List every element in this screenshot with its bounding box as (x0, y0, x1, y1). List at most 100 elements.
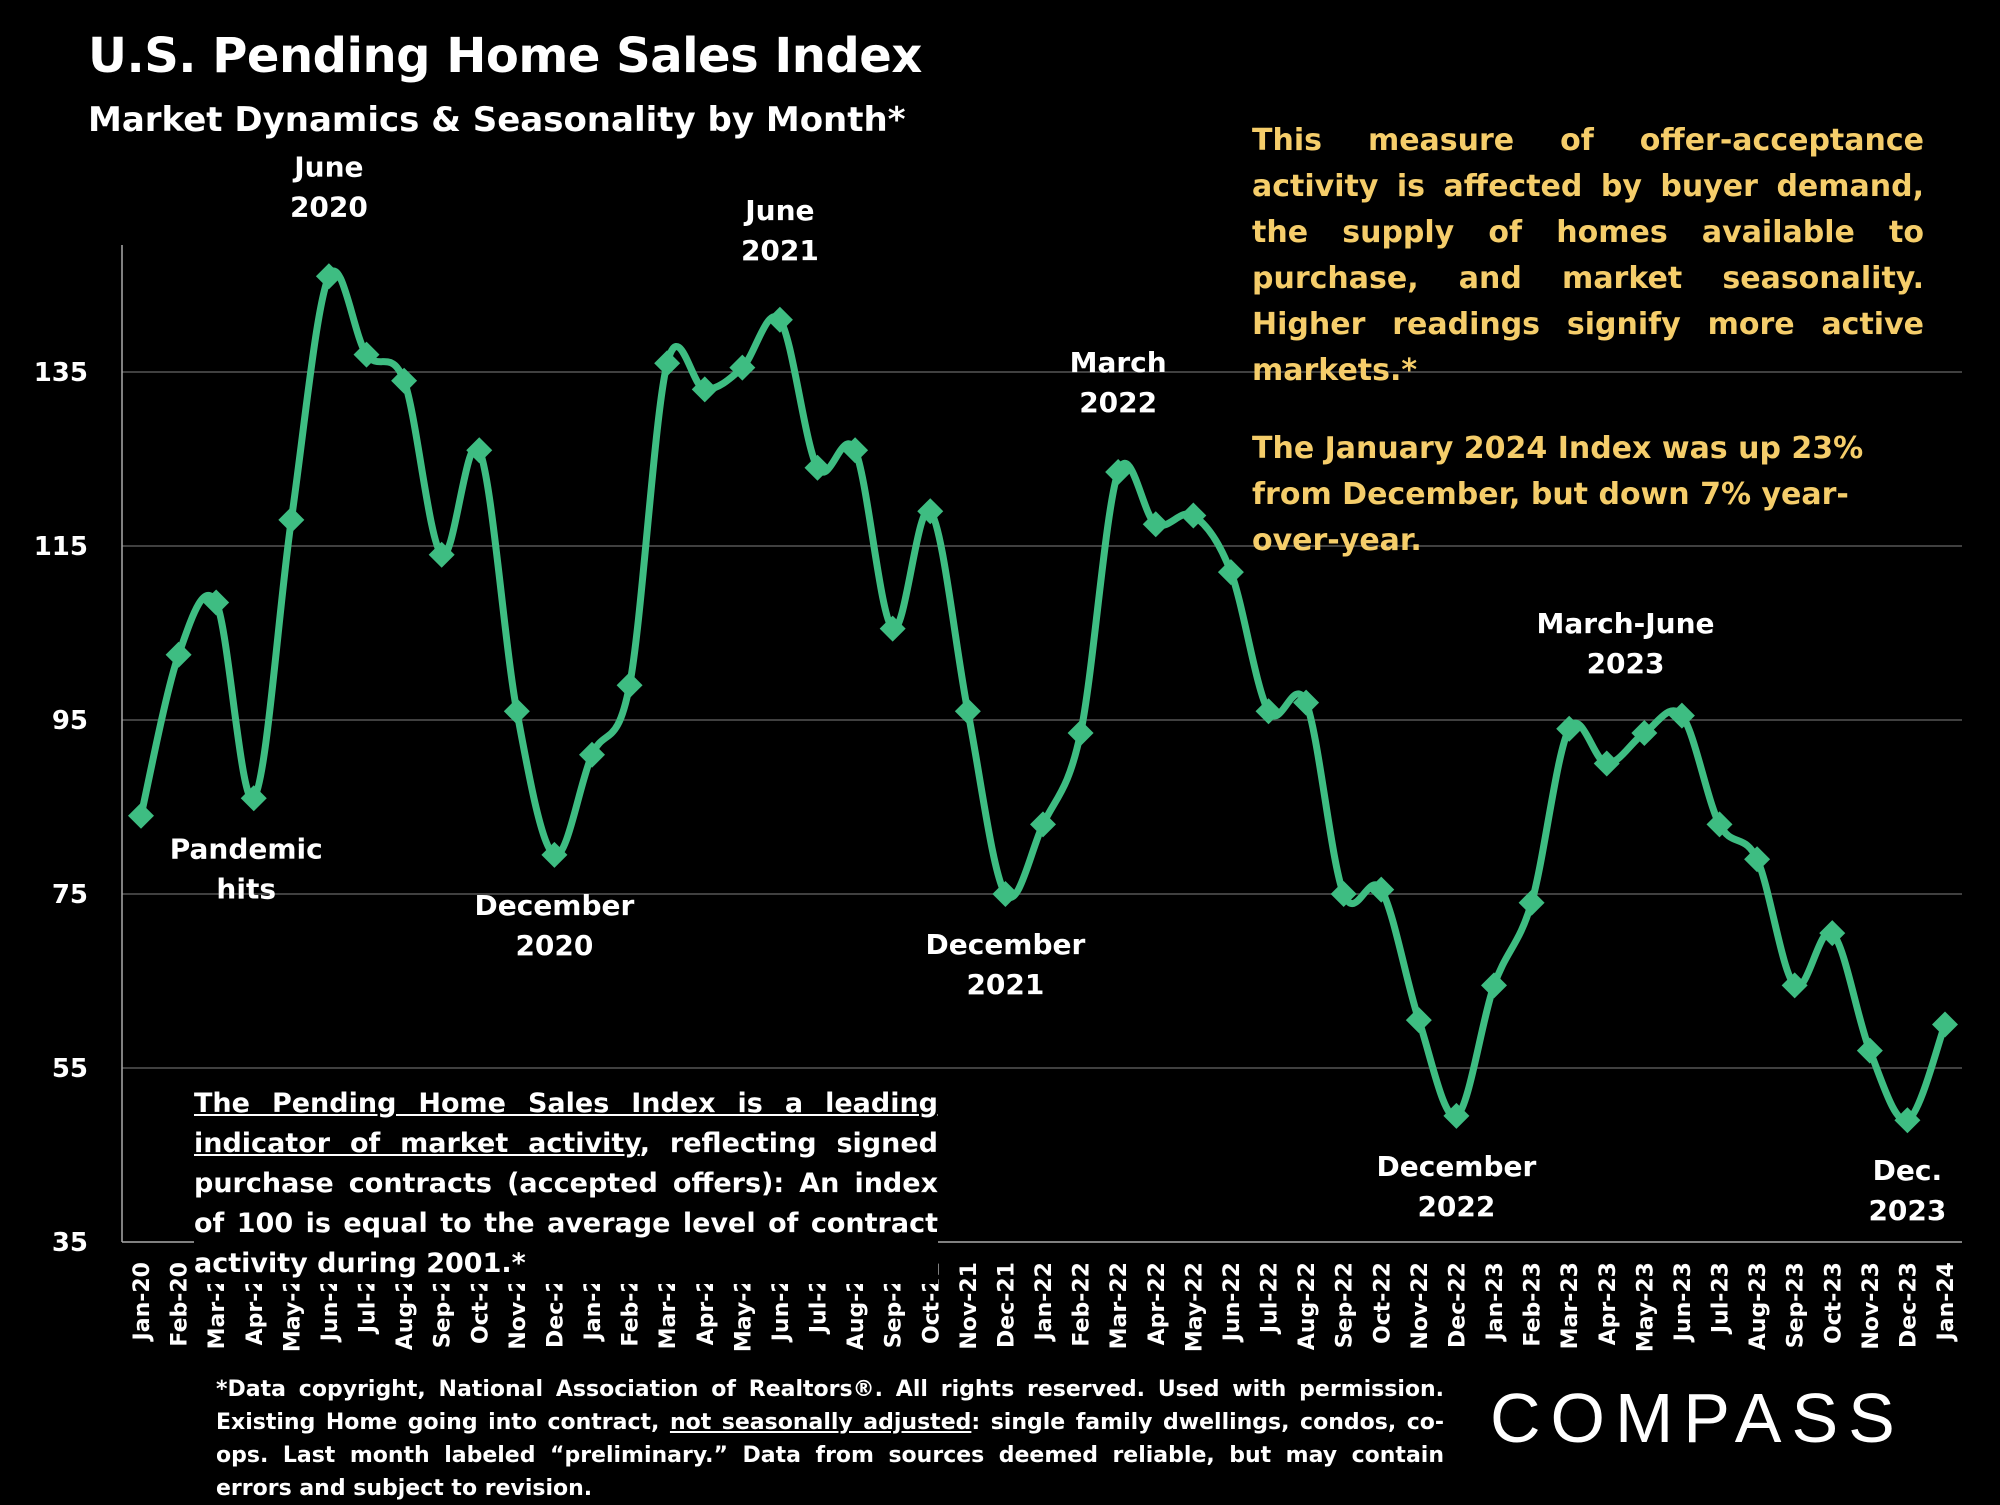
footnote: *Data copyright, National Association of… (216, 1373, 1444, 1505)
marker-Nov-23 (1856, 1037, 1883, 1064)
marker-Jan-23 (1481, 972, 1507, 999)
x-tick-label-Jul-23: Jul-23 (1709, 1262, 1734, 1335)
x-tick-label-Apr-23: Apr-23 (1596, 1262, 1621, 1345)
marker-Jun-23 (1668, 702, 1695, 729)
marker-May-23 (1631, 720, 1658, 747)
marker-Jun-22 (1217, 559, 1244, 586)
marker-Jul-21 (804, 454, 831, 481)
marker-Jun-21 (766, 306, 793, 333)
x-tick-label-Sep-22: Sep-22 (1333, 1262, 1358, 1348)
marker-Feb-21 (616, 672, 643, 699)
marker-Dec-21 (992, 881, 1019, 907)
annotation-june-2020: June 2020 (290, 150, 368, 223)
compass-logo: COMPASS (1490, 1379, 1905, 1457)
y-tick-label-95: 95 (52, 706, 88, 736)
x-tick-label-Jan-22: Jan-22 (1032, 1262, 1057, 1342)
marker-Dec-20 (541, 841, 568, 868)
x-tick-label-Nov-22: Nov-22 (1408, 1262, 1433, 1350)
x-tick-label-May-23: May-23 (1633, 1262, 1658, 1352)
annotation-december-2020: December 2020 (474, 889, 634, 962)
marker-Jan-21 (579, 741, 605, 768)
x-tick-label-Nov-23: Nov-23 (1859, 1262, 1884, 1350)
marker-May-22 (1180, 502, 1207, 529)
marker-Jul-23 (1706, 811, 1733, 838)
marker-Jun-20 (315, 263, 342, 290)
data-markers (128, 263, 1958, 1134)
marker-Mar-22 (1105, 459, 1132, 486)
marker-May-21 (729, 354, 756, 381)
annotation-dec.-2023: Dec. 2023 (1868, 1154, 1946, 1227)
chart-title: U.S. Pending Home Sales Index (88, 28, 922, 84)
x-tick-label-Oct-22: Oct-22 (1370, 1262, 1395, 1344)
x-tick-label-Feb-23: Feb-23 (1521, 1262, 1546, 1347)
marker-Jul-22 (1255, 698, 1282, 725)
annotation-march-2022: March 2022 (1070, 346, 1167, 419)
footnote-underlined: not seasonally adjusted (669, 1410, 972, 1435)
x-tick-label-Dec-23: Dec-23 (1896, 1262, 1921, 1348)
annotation-march-june-2023: March-June 2023 (1537, 607, 1715, 680)
marker-Jul-20 (353, 341, 380, 368)
marker-Oct-22 (1368, 876, 1395, 903)
marker-May-20 (278, 506, 305, 533)
x-tick-label-Feb-20: Feb-20 (168, 1262, 193, 1347)
marker-Oct-21 (917, 498, 944, 525)
x-tick-label-Jun-22: Jun-22 (1220, 1262, 1245, 1343)
annotation-december-2021: December 2021 (925, 928, 1085, 1001)
chart-subtitle: Market Dynamics & Seasonality by Month* (88, 100, 906, 140)
x-tick-label-May-22: May-22 (1182, 1262, 1207, 1352)
y-axis-ticks: 35 55 75 95 115 135 (34, 358, 88, 1258)
annotations: June 2020 June 2021 March 2022 March-June 2023 P… (170, 150, 1947, 1227)
marker-Aug-22 (1293, 689, 1320, 716)
x-tick-label-Aug-23: Aug-23 (1746, 1262, 1771, 1350)
x-tick-label-Jan-23: Jan-23 (1483, 1262, 1508, 1342)
marker-Dec-22 (1443, 1102, 1470, 1129)
marker-Sep-21 (879, 615, 906, 642)
x-tick-label-Sep-23: Sep-23 (1784, 1262, 1809, 1348)
marker-Jan-20 (128, 802, 154, 829)
marker-Aug-20 (391, 367, 418, 394)
marker-Apr-20 (240, 785, 267, 812)
marker-Apr-23 (1593, 750, 1620, 777)
x-tick-label-Nov-21: Nov-21 (957, 1262, 982, 1350)
x-tick-label-Feb-22: Feb-22 (1070, 1262, 1095, 1347)
x-tick-label-Jun-23: Jun-23 (1671, 1262, 1696, 1343)
marker-Dec-23 (1894, 1107, 1921, 1134)
marker-Aug-21 (842, 437, 869, 464)
marker-Nov-21 (954, 698, 981, 725)
marker-Feb-23 (1518, 889, 1545, 916)
marker-Sep-20 (428, 541, 455, 568)
x-tick-label-Jan-24: Jan-24 (1934, 1262, 1959, 1342)
y-tick-label-115: 115 (34, 532, 88, 562)
marker-Sep-23 (1781, 972, 1808, 999)
marker-Mar-23 (1556, 715, 1583, 742)
index-note: The Pending Home Sales Index is a leadin… (194, 1084, 938, 1284)
x-tick-label-Jan-20: Jan-20 (130, 1262, 155, 1342)
index-note-rest: , reflecting signed purchase contracts (… (194, 1128, 938, 1279)
marker-Nov-22 (1405, 1007, 1432, 1034)
y-tick-label-75: 75 (52, 880, 88, 910)
marker-Sep-22 (1330, 881, 1357, 907)
x-tick-label-Mar-23: Mar-23 (1558, 1262, 1583, 1349)
x-tick-label-Apr-22: Apr-22 (1145, 1262, 1170, 1345)
marker-Jan-22 (1030, 811, 1056, 838)
footnote-part-1: *Data copyright, National Association of… (216, 1377, 1444, 1435)
marker-Oct-20 (466, 437, 493, 464)
marker-Mar-21 (654, 350, 681, 377)
marker-Nov-20 (503, 698, 530, 725)
annotation-june-2021: June 2021 (741, 194, 819, 267)
footnote-part-2: : single family dwellings, condos, co-op… (216, 1410, 1444, 1501)
x-tick-label-Dec-21: Dec-21 (994, 1262, 1019, 1348)
marker-Apr-21 (691, 376, 718, 403)
description-paragraph-2: The January 2024 Index was up 23% from D… (1252, 431, 1864, 558)
annotation-december-2022: December 2022 (1376, 1150, 1536, 1223)
x-tick-label-Mar-22: Mar-22 (1107, 1262, 1132, 1349)
x-tick-label-Aug-22: Aug-22 (1295, 1262, 1320, 1350)
marker-Feb-22 (1067, 720, 1094, 747)
marker-Mar-20 (203, 589, 230, 616)
series-line (137, 267, 1949, 1124)
x-tick-label-Dec-22: Dec-22 (1445, 1262, 1470, 1348)
marker-Oct-23 (1819, 920, 1846, 947)
marker-Apr-22 (1142, 511, 1169, 538)
index-note-underlined: The Pending Home Sales Index is a leadin… (194, 1088, 938, 1159)
